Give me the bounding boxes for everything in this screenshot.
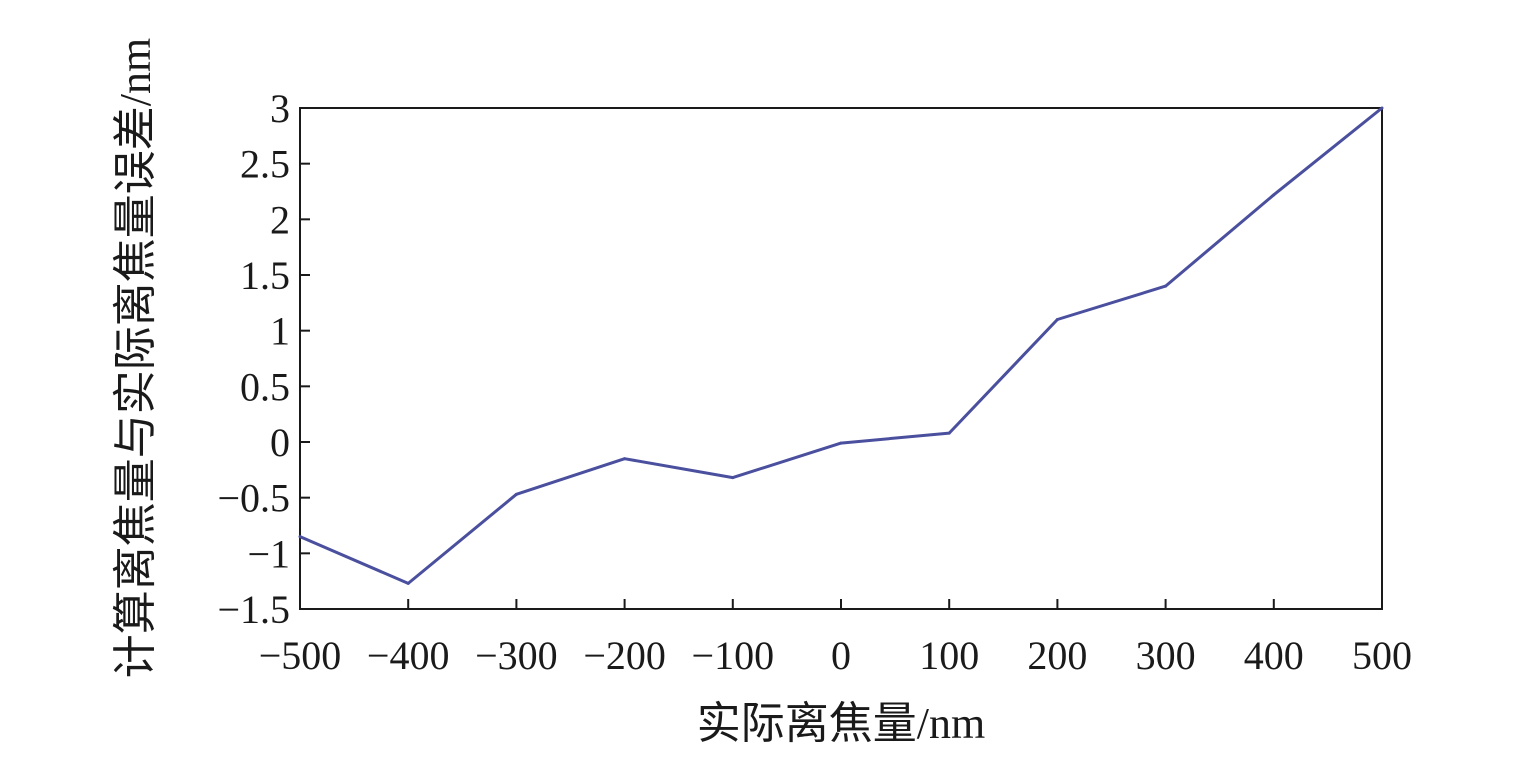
y-tick-label: 2 xyxy=(270,197,290,242)
x-tick-label: −500 xyxy=(259,633,342,678)
y-axis-title: 计算离焦量与实际离焦量误差/nm xyxy=(111,38,160,678)
data-point xyxy=(623,457,627,461)
x-tick-label: 300 xyxy=(1136,633,1196,678)
x-tick-label: −100 xyxy=(692,633,775,678)
data-point xyxy=(514,492,518,496)
x-tick-label: −300 xyxy=(475,633,558,678)
data-point xyxy=(839,441,843,445)
data-point xyxy=(947,431,951,435)
x-tick-label: 200 xyxy=(1027,633,1087,678)
x-axis-ticks: −500 −400 −300 −200 −100 0 100 200 300 400 500 xyxy=(259,599,1412,678)
data-point xyxy=(1055,318,1059,322)
x-tick-label: 100 xyxy=(919,633,979,678)
y-tick-label: 1.5 xyxy=(240,253,290,298)
data-point xyxy=(1164,284,1168,288)
y-tick-label: 1 xyxy=(270,309,290,354)
y-tick-label: 0.5 xyxy=(240,364,290,409)
x-tick-label: −200 xyxy=(583,633,666,678)
y-tick-label: 0 xyxy=(270,420,290,465)
y-tick-label: 3 xyxy=(270,86,290,131)
x-tick-label: −400 xyxy=(367,633,450,678)
y-tick-label: 2.5 xyxy=(240,142,290,187)
x-axis-title: 实际离焦量/nm xyxy=(697,699,985,748)
data-point xyxy=(1272,193,1276,197)
data-point xyxy=(406,581,410,585)
x-tick-label: 400 xyxy=(1244,633,1304,678)
y-axis-ticks: −1.5 −1 −0.5 0 0.5 1 1.5 2 2.5 3 xyxy=(217,86,310,632)
plot-frame xyxy=(299,107,1383,610)
data-point xyxy=(731,476,735,480)
y-tick-label: −1.5 xyxy=(217,587,290,632)
x-tick-label: 0 xyxy=(831,633,851,678)
series-line xyxy=(299,106,1383,585)
x-tick-label: 500 xyxy=(1352,633,1412,678)
y-tick-label: −1 xyxy=(247,531,290,576)
data-point xyxy=(1380,106,1384,110)
series-layer xyxy=(298,106,1384,585)
y-tick-label: −0.5 xyxy=(217,476,290,521)
data-point xyxy=(298,535,302,539)
